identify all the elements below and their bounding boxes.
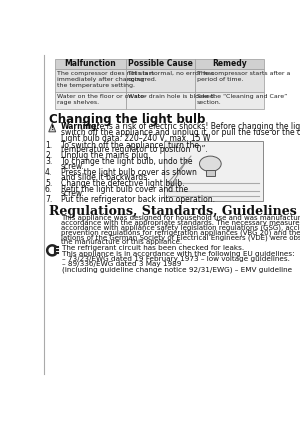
Text: This appliance was designed for household use and was manufactured in: This appliance was designed for househol…: [61, 215, 300, 221]
Text: prevention regulations for refrigeration appliances (VBG 20) and the regu-: prevention regulations for refrigeration…: [61, 230, 300, 236]
Text: Water drain hole is blocked.: Water drain hole is blocked.: [128, 94, 216, 99]
Text: The compressor starts after a
period of time.: The compressor starts after a period of …: [197, 71, 290, 82]
Text: Malfunction: Malfunction: [64, 59, 116, 68]
Text: The refrigerant circuit has been checked for leaks.: The refrigerant circuit has been checked…: [62, 245, 244, 251]
Text: This is normal, no error has
occurred.: This is normal, no error has occurred.: [128, 71, 214, 82]
Ellipse shape: [200, 156, 221, 172]
Bar: [55, 59, 126, 69]
Text: – 73/23/EWG dated 19 February 1973 – low voltage guidelines.: – 73/23/EWG dated 19 February 1973 – low…: [62, 256, 290, 262]
Text: 6.: 6.: [45, 185, 52, 194]
Text: 5.: 5.: [45, 179, 52, 188]
Text: Regulations, Standards, Guidelines: Regulations, Standards, Guidelines: [49, 205, 297, 218]
Text: There is a risk of electric shocks! Before changing the light bulb,: There is a risk of electric shocks! Befo…: [80, 122, 300, 131]
Bar: [195, 92, 264, 109]
Bar: [55, 69, 126, 92]
Bar: [126, 69, 195, 92]
Text: and slide it backwards.: and slide it backwards.: [61, 173, 149, 182]
Text: Changing the light bulb: Changing the light bulb: [49, 113, 206, 126]
Text: !: !: [51, 125, 54, 131]
Text: Change the defective light bulb.: Change the defective light bulb.: [61, 179, 184, 188]
Text: lations of the German Society of Electrical Engineers (VDE) were observed in: lations of the German Society of Electri…: [61, 234, 300, 241]
Polygon shape: [49, 123, 56, 132]
Text: Light bulb data: 220–240 V, max. 15 W: Light bulb data: 220–240 V, max. 15 W: [61, 134, 210, 143]
Text: Put the refrigerator back into operation.: Put the refrigerator back into operation…: [61, 196, 215, 204]
Text: screw.: screw.: [61, 162, 85, 171]
Bar: [195, 59, 264, 69]
Text: 3.: 3.: [45, 157, 52, 166]
Text: temperature regulator to position “0”.: temperature regulator to position “0”.: [61, 145, 208, 154]
Text: The compressor does not start
immediately after changing
the temperature setting: The compressor does not start immediatel…: [57, 71, 154, 88]
Text: 1.: 1.: [45, 141, 52, 150]
Text: switch off the appliance and unplug it, or pull the fuse or the circuit breaker.: switch off the appliance and unplug it, …: [61, 128, 300, 136]
Text: Press the light bulb cover as shown: Press the light bulb cover as shown: [61, 168, 196, 177]
Text: To change the light bulb, undo the: To change the light bulb, undo the: [61, 157, 192, 166]
Text: – 89/336/EWG dated 3 May 1989: – 89/336/EWG dated 3 May 1989: [62, 261, 182, 267]
Bar: [206, 170, 215, 176]
Bar: [164, 141, 263, 201]
Text: accordance with the appropriate standards. The necessary measures in: accordance with the appropriate standard…: [61, 220, 300, 226]
Text: (including guideline change notice 92/31/EWG) – EMV guideline: (including guideline change notice 92/31…: [62, 266, 292, 273]
Text: Unplug the mains plug.: Unplug the mains plug.: [61, 151, 150, 160]
Bar: [55, 92, 126, 109]
Bar: [126, 92, 195, 109]
Text: To switch off the appliance, turn the: To switch off the appliance, turn the: [61, 141, 199, 150]
Text: This appliance is in accordance with the following EU guidelines:: This appliance is in accordance with the…: [62, 251, 295, 257]
Text: Water on the floor or on sto-
rage shelves.: Water on the floor or on sto- rage shelv…: [57, 94, 146, 105]
Text: Possible Cause: Possible Cause: [128, 59, 193, 68]
Bar: [195, 69, 264, 92]
Text: the manufacture of this appliance.: the manufacture of this appliance.: [61, 239, 182, 245]
Text: Warning!: Warning!: [61, 122, 100, 131]
Text: Refit the light bulb cover and the: Refit the light bulb cover and the: [61, 185, 188, 194]
Text: See the “Cleaning and Care”
section.: See the “Cleaning and Care” section.: [197, 94, 287, 105]
Text: 7.: 7.: [45, 196, 52, 204]
Text: 4.: 4.: [45, 168, 52, 177]
Text: 2.: 2.: [45, 151, 52, 160]
Text: screw.: screw.: [61, 190, 85, 198]
Text: Remedy: Remedy: [212, 59, 247, 68]
Bar: [126, 59, 195, 69]
Text: accordance with appliance safety legislation regulations (GSG), accident: accordance with appliance safety legisla…: [61, 225, 300, 231]
